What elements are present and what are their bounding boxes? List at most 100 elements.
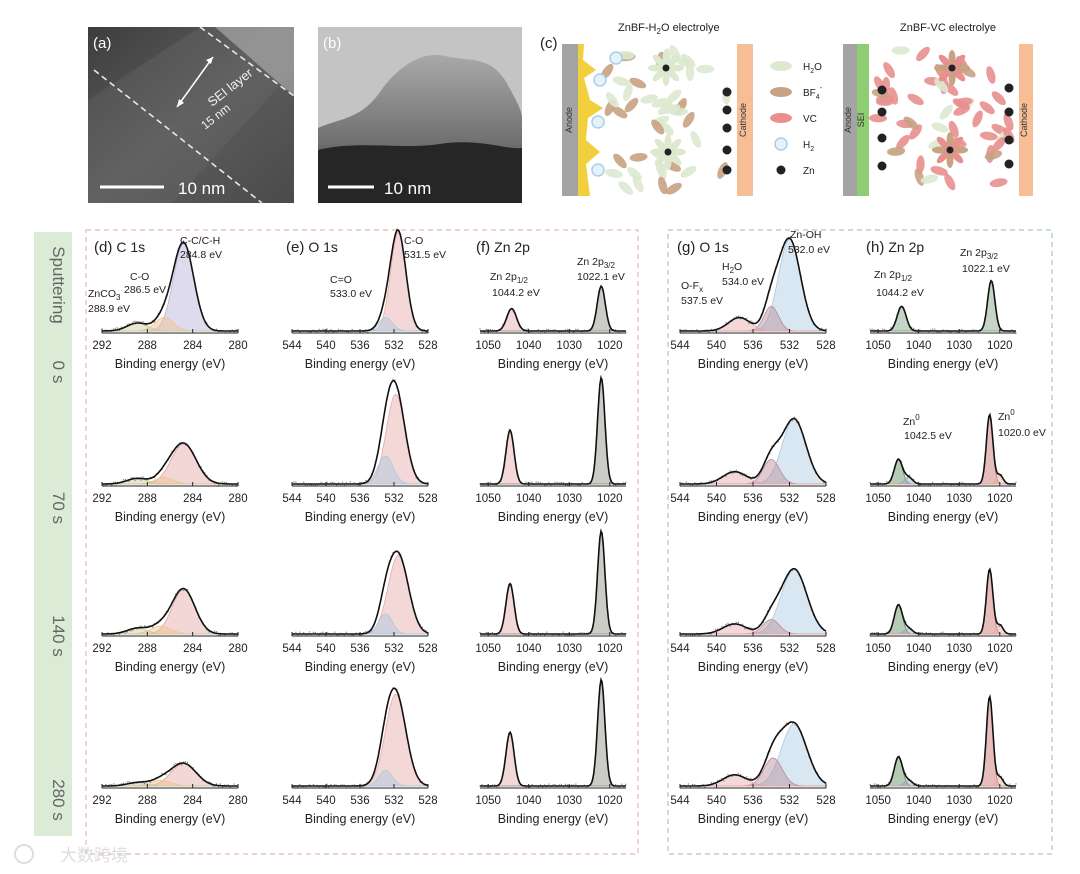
raw-data-point <box>320 481 322 483</box>
raw-data-point <box>225 481 227 484</box>
vc-molecule <box>991 91 1006 106</box>
x-tick-label: 536 <box>350 493 369 505</box>
x-axis-label: Binding energy (eV) <box>698 510 808 524</box>
envelope-curve <box>480 375 626 485</box>
x-tick-label: 1040 <box>906 643 932 655</box>
watermark-logo-icon <box>14 844 34 864</box>
raw-data-point <box>140 625 142 627</box>
vc-molecule <box>972 110 983 128</box>
raw-data-point <box>729 470 731 472</box>
solvation-shell <box>946 152 954 168</box>
f-p12-value: 1044.2 eV <box>492 287 540 299</box>
x-tick-label: 284 <box>183 795 203 807</box>
bf4-molecule <box>903 116 919 130</box>
bf4-molecule <box>613 153 627 169</box>
x-tick-label: 292 <box>92 340 111 352</box>
raw-data-point <box>124 478 127 481</box>
x-tick-label: 544 <box>670 795 690 807</box>
raw-data-point <box>122 782 125 784</box>
x-axis-label: Binding energy (eV) <box>888 812 998 826</box>
spectrum-2-0: 1050 1040 1030 1020 Binding energy (eV) <box>475 284 627 371</box>
raw-data-point <box>791 419 794 422</box>
spectrum-4-1: 1050 1040 1030 1020 Binding energy (eV) <box>865 412 1017 524</box>
raw-data-point <box>175 762 177 765</box>
x-tick-label: 1030 <box>556 795 582 807</box>
raw-data-point <box>737 772 740 774</box>
legend-label: VC <box>803 114 817 125</box>
raw-data-point <box>875 783 877 785</box>
x-axis-label: Binding energy (eV) <box>498 660 608 674</box>
solvation-shell <box>934 64 950 72</box>
raw-data-point <box>151 626 154 628</box>
solvation-shell <box>936 136 950 150</box>
raw-data-point <box>875 631 877 634</box>
raw-data-point <box>539 482 542 484</box>
raw-data-point <box>126 781 128 783</box>
solvation-shell <box>948 70 956 86</box>
spectrum-3-3: 544 540 536 532 528 Binding energy (eV) <box>670 720 836 826</box>
bf4-molecule <box>624 97 639 113</box>
raw-data-point <box>479 328 481 330</box>
f-p32-label: Zn 2p3/2 <box>577 256 616 270</box>
raw-data-point <box>111 484 113 486</box>
raw-data-point <box>349 481 351 483</box>
raw-data-point <box>326 481 328 483</box>
x-axis-label: Binding energy (eV) <box>498 812 608 826</box>
raw-data-point <box>485 328 487 331</box>
g-h2o-value: 534.0 eV <box>722 276 764 288</box>
x-tick-label: 536 <box>350 340 369 352</box>
envelope-curve <box>480 528 626 635</box>
scale-bar-a-label: 10 nm <box>178 179 225 198</box>
right-cell-title: ZnBF-VC electrolye <box>900 22 996 34</box>
raw-data-point <box>425 331 427 333</box>
solvation-shell <box>946 132 954 148</box>
h2-bubble-icon <box>591 115 605 129</box>
panel-c: (c) ZnBF-H2O electrolye ZnBF-VC electrol… <box>540 22 1033 196</box>
raw-data-point <box>330 329 332 331</box>
raw-data-point <box>161 772 163 775</box>
vc-molecule <box>979 131 998 141</box>
raw-data-point <box>623 482 625 484</box>
raw-data-point <box>295 481 297 483</box>
x-tick-label: 532 <box>384 795 403 807</box>
raw-data-point <box>525 481 527 483</box>
vc-molecule <box>930 166 948 176</box>
raw-data-point <box>312 631 315 634</box>
raw-data-point <box>869 481 871 484</box>
raw-data-point <box>723 780 725 782</box>
x-tick-label: 284 <box>183 340 203 352</box>
h2o-molecule <box>618 181 634 195</box>
raw-data-point <box>491 631 494 634</box>
raw-data-point <box>741 623 744 625</box>
raw-data-point <box>886 481 888 483</box>
raw-data-point <box>581 482 583 484</box>
raw-data-point <box>577 328 579 331</box>
solvation-shell <box>652 68 666 82</box>
raw-data-point <box>223 481 226 484</box>
raw-data-point <box>691 783 694 786</box>
x-axis-label: Binding energy (eV) <box>888 357 998 371</box>
g-znoh-label: Zn-OH <box>790 229 822 241</box>
raw-data-point <box>326 783 328 785</box>
solvation-shell <box>954 64 970 72</box>
x-axis-label: Binding energy (eV) <box>498 510 608 524</box>
zn-ion-icon <box>877 133 887 143</box>
vc-molecule <box>953 105 971 116</box>
panel-b: (b) 10 nm <box>318 27 522 204</box>
x-tick-label: 1030 <box>556 340 582 352</box>
raw-data-point <box>113 328 115 330</box>
x-tick-label: 280 <box>228 795 247 807</box>
bf4-molecule <box>665 182 682 195</box>
x-tick-label: 1020 <box>597 643 623 655</box>
spectrum-2-2: 1050 1040 1030 1020 Binding energy (eV) <box>475 528 627 674</box>
raw-data-point <box>710 480 712 482</box>
peak-annotations: C-C/C-H 284.8 eV C-O 286.5 eV ZnCO3 288.… <box>88 229 1046 442</box>
raw-data-point <box>729 625 731 627</box>
envelope-curve <box>680 417 827 485</box>
x-axis-label: Binding energy (eV) <box>305 812 415 826</box>
raw-data-point <box>341 784 344 786</box>
raw-data-point <box>625 481 627 484</box>
raw-data-point <box>318 328 320 331</box>
spectrum-2-3: 1050 1040 1030 1020 Binding energy (eV) <box>475 677 627 826</box>
